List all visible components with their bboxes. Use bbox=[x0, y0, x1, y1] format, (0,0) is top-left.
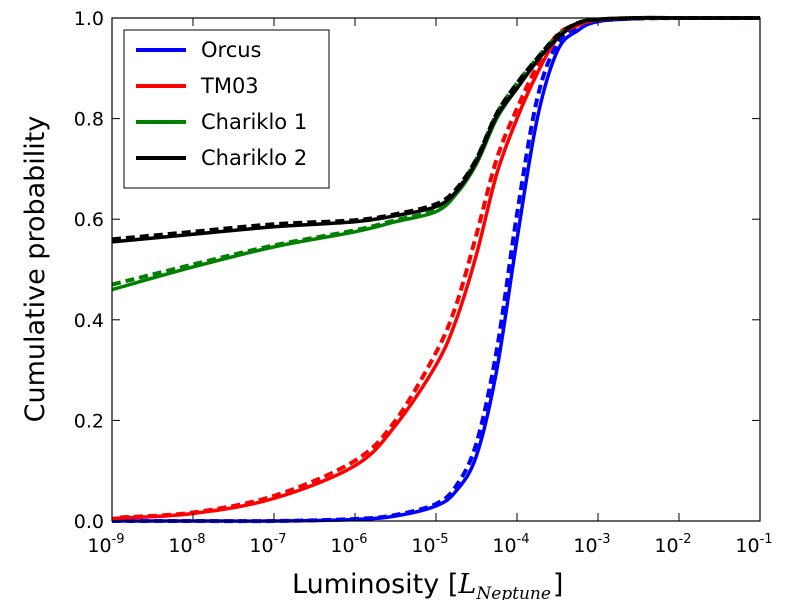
legend: Orcus TM03 Chariklo 1 Chariklo 2 bbox=[123, 29, 330, 189]
x-tick-label: 10-2 bbox=[654, 532, 691, 557]
y-tick-label: 0.6 bbox=[74, 209, 104, 231]
x-tick-label-base: 10 bbox=[735, 535, 759, 557]
x-tick-label: 10-6 bbox=[330, 532, 367, 557]
x-tick-label: 10-5 bbox=[411, 532, 448, 557]
x-tick-label-exponent: -1 bbox=[760, 532, 773, 547]
x-tick-label-exponent: -9 bbox=[112, 532, 125, 547]
legend-label-orcus: Orcus bbox=[201, 38, 262, 62]
series-line-orcus-dashed bbox=[111, 15, 761, 524]
x-tick-label-base: 10 bbox=[654, 535, 678, 557]
x-tick-label-base: 10 bbox=[573, 535, 597, 557]
x-tick-label-base: 10 bbox=[87, 535, 111, 557]
series-line-chariklo-2-solid bbox=[111, 16, 760, 244]
x-tick-label-exponent: -6 bbox=[355, 532, 368, 547]
x-axis-label-close: ] bbox=[553, 569, 564, 600]
x-tick-label: 10-1 bbox=[735, 532, 772, 557]
y-tick-label: 1.0 bbox=[74, 8, 104, 30]
y-tick-label: 0.4 bbox=[74, 310, 104, 332]
legend-label-chariklo-1: Chariklo 1 bbox=[201, 110, 307, 134]
tick-layer: 10-9 10-8 10-7 10-6 10-5 10-4 10-3 10-2 10-10.00… bbox=[74, 8, 773, 557]
x-axis-label-math-l: L bbox=[457, 569, 476, 600]
x-tick-label-base: 10 bbox=[330, 535, 354, 557]
x-tick-label-exponent: -4 bbox=[517, 532, 530, 547]
x-tick-label-exponent: -5 bbox=[436, 532, 449, 547]
x-tick-label: 10-7 bbox=[249, 532, 286, 557]
x-axis-label-prefix: Luminosity [ bbox=[292, 569, 458, 600]
legend-label-chariklo-2: Chariklo 2 bbox=[201, 146, 307, 170]
x-axis-label: Luminosity [LNeptune] bbox=[292, 569, 563, 600]
x-tick-label-base: 10 bbox=[492, 535, 516, 557]
x-tick-label-base: 10 bbox=[168, 535, 192, 557]
x-tick-label: 10-4 bbox=[492, 532, 529, 557]
x-tick-label-exponent: -3 bbox=[598, 532, 611, 547]
x-axis-label-subscript: Neptune bbox=[475, 584, 551, 600]
y-tick-label: 0.0 bbox=[74, 511, 104, 533]
x-tick-label-exponent: -2 bbox=[679, 532, 692, 547]
y-tick-label: 0.2 bbox=[74, 410, 104, 432]
x-tick-label: 10-3 bbox=[573, 532, 610, 557]
x-tick-label-exponent: -7 bbox=[274, 532, 287, 547]
series-layer bbox=[111, 15, 761, 524]
y-axis-label: Cumulative probability bbox=[20, 116, 51, 423]
x-tick-label: 10-8 bbox=[168, 532, 205, 557]
x-tick-label-exponent: -8 bbox=[193, 532, 206, 547]
x-tick-label: 10-9 bbox=[87, 532, 124, 557]
x-tick-label-base: 10 bbox=[411, 535, 435, 557]
legend-label-tm03: TM03 bbox=[200, 74, 259, 98]
legend-box bbox=[123, 29, 330, 189]
x-tick-label-base: 10 bbox=[249, 535, 273, 557]
y-tick-label: 0.8 bbox=[74, 109, 104, 131]
